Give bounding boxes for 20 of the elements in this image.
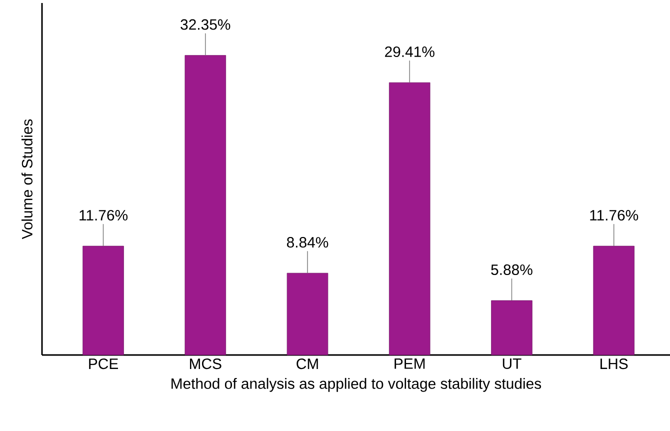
x-tick-label: CM xyxy=(296,358,318,370)
bar xyxy=(286,272,328,356)
data-label: 11.76% xyxy=(80,210,128,221)
x-tick-label: UT xyxy=(502,358,522,369)
x-axis-title: Method of analysis as applied to voltage stability studies xyxy=(172,378,542,392)
data-label: 8.84% xyxy=(286,237,328,248)
x-tick-label: MCS xyxy=(190,358,222,370)
bar xyxy=(593,246,634,356)
data-label: 32.35% xyxy=(180,19,230,30)
data-label: 5.88% xyxy=(491,264,532,276)
bar xyxy=(82,246,124,356)
bar xyxy=(388,82,430,356)
data-label: 29.41% xyxy=(385,46,434,58)
x-tick-label: PEM xyxy=(394,358,425,369)
x-tick-label: LHS xyxy=(600,358,628,370)
bar xyxy=(184,55,226,356)
y-axis-title: Volume of Studies xyxy=(22,119,32,240)
x-tick-label: PCE xyxy=(89,358,118,370)
bar xyxy=(491,300,532,356)
data-label: 11.76% xyxy=(590,210,638,221)
